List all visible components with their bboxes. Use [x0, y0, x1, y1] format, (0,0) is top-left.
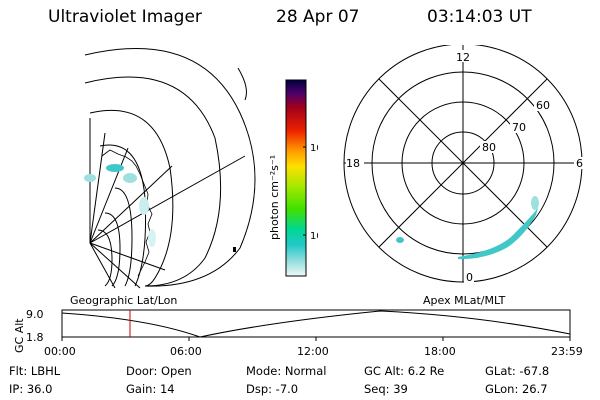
- meridian-line: [89, 242, 141, 289]
- timeline-ytick: 1.8: [26, 331, 44, 344]
- lat-circle: [114, 187, 133, 287]
- mlt-label-12: 12: [456, 51, 470, 64]
- colorbar-scale: [285, 79, 307, 277]
- colorbar-unit-label: photon cm⁻²s⁻¹: [268, 155, 281, 240]
- polar-map: 12 18 6 0 60 70 80: [343, 45, 584, 284]
- timeline-xtick: 00:00: [44, 345, 76, 358]
- lat-circle: [104, 212, 121, 287]
- gc-altitude-value: GC Alt: 6.2 Re: [364, 364, 445, 378]
- timeline-xtick: 18:00: [424, 345, 456, 358]
- meridian-line: [89, 242, 166, 271]
- mlt-label-0: 0: [466, 271, 473, 284]
- mlt-label-18: 18: [346, 157, 360, 170]
- lat-circle: [97, 229, 113, 287]
- timeline-xtick: 06:00: [170, 345, 202, 358]
- lat-label-80: 80: [482, 141, 496, 154]
- mlt-label-6: 6: [576, 157, 583, 170]
- timeline-ytick: 9.0: [26, 308, 44, 321]
- glat-value: GLat: -67.8: [485, 364, 550, 378]
- auroral-emission: [396, 196, 539, 260]
- ip-value: IP: 36.0: [9, 382, 53, 396]
- timeline-frame: [61, 309, 571, 338]
- polar-map-label: Apex MLat/MLT: [423, 294, 506, 307]
- gain-value: Gain: 14: [126, 382, 175, 396]
- lat-label-60: 60: [536, 99, 550, 112]
- filter-value: Flt: LBHL: [9, 364, 61, 378]
- meridian-line: [89, 242, 116, 289]
- map-mark: [233, 247, 236, 252]
- lat-label-70: 70: [512, 121, 526, 134]
- geographic-map-label: Geographic Lat/Lon: [70, 294, 178, 307]
- lat-circle: [89, 109, 174, 287]
- meridian-line: [89, 165, 173, 244]
- image-time: 03:14:03 UT: [427, 7, 532, 27]
- lat-circle: [84, 48, 256, 287]
- sequence-value: Seq: 39: [364, 382, 408, 396]
- mode-value: Mode: Normal: [246, 364, 327, 378]
- glon-value: GLon: 26.7: [485, 382, 548, 396]
- meridian-line: [89, 132, 106, 244]
- lat-circle: [84, 76, 222, 287]
- colorbar: 100 10 photon cm⁻²s⁻¹: [268, 79, 318, 277]
- auroral-emission: [84, 164, 156, 247]
- dsp-value: Dsp: -7.0: [246, 382, 299, 396]
- colorbar-tick-label: 10: [310, 231, 318, 242]
- coastline: [101, 149, 153, 277]
- timeline-xtick: 23:59: [551, 345, 583, 358]
- timeline-ylabel: GC Alt: [13, 318, 26, 353]
- image-date: 28 Apr 07: [276, 7, 360, 27]
- lat-circle: [237, 67, 247, 101]
- meridian-line: [89, 147, 129, 244]
- geographic-map: [84, 48, 256, 289]
- meridian-line: [89, 155, 246, 244]
- door-status: Door: Open: [126, 364, 192, 378]
- timeline-xtick: 12:00: [297, 345, 329, 358]
- app-title: Ultraviolet Imager: [48, 7, 202, 27]
- altitude-timeline: GC Alt 9.0 1.8: [13, 308, 571, 353]
- colorbar-tick-label: 100: [310, 143, 318, 154]
- mlt-line: [378, 78, 548, 248]
- altitude-curve: [61, 310, 571, 338]
